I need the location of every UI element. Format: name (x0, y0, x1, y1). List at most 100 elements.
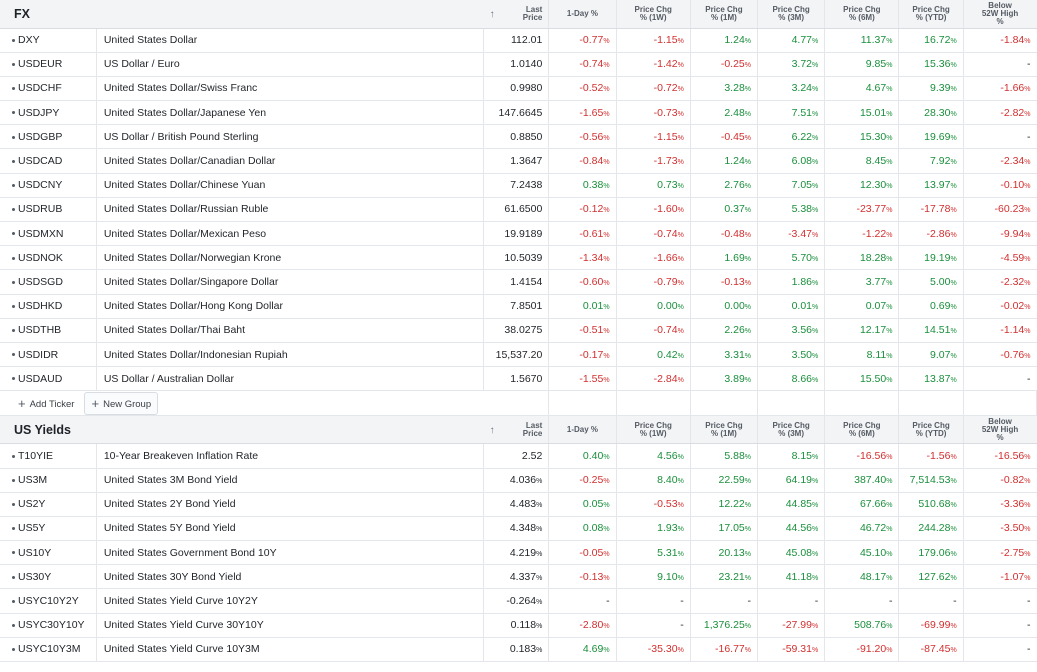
ticker-symbol[interactable]: USDHKD (18, 300, 63, 313)
ticker-cell[interactable]: US3M (0, 468, 97, 493)
ticker-cell[interactable]: USDCNY (0, 173, 97, 198)
table-row[interactable]: USDCNY United States Dollar/Chinese Yuan 7… (0, 173, 1037, 198)
table-row[interactable]: USYC30Y10Y United States Yield Curve 30Y1… (0, 613, 1037, 638)
ticker-symbol[interactable]: US2Y (18, 498, 46, 511)
table-row[interactable]: USYC10Y3M United States Yield Curve 10Y3M… (0, 637, 1037, 663)
header-line: % (3M) (778, 12, 805, 22)
sort-arrow-icon[interactable]: ↑ (489, 8, 495, 20)
column-header-below-52w-high[interactable]: Below 52W High% (963, 415, 1037, 445)
ticker-symbol[interactable]: USDRUB (18, 203, 63, 216)
header-line: 52W High (981, 424, 1019, 434)
table-row[interactable]: US3M United States 3M Bond Yield 4.036% -0.… (0, 468, 1037, 493)
ticker-symbol[interactable]: USDGBP (18, 130, 63, 143)
percent-unit: % (812, 453, 819, 461)
ticker-cell[interactable]: USDHKD (0, 294, 97, 319)
column-header-chg-ytd[interactable]: Price Chg% (YTD) (898, 415, 964, 445)
table-row[interactable]: US2Y United States 2Y Bond Yield 4.483% 0.0… (0, 492, 1037, 517)
column-header-last-price[interactable]: Last Price (523, 421, 543, 438)
ticker-cell[interactable]: USDRUB (0, 197, 97, 223)
column-header-chg-3m[interactable]: Price Chg% (3M) (757, 415, 826, 445)
ticker-cell[interactable]: USDMXN (0, 221, 97, 247)
ticker-symbol[interactable]: US5Y (18, 522, 46, 535)
new-group-button[interactable]: + New Group (84, 391, 159, 415)
ticker-symbol[interactable]: USDCAD (18, 155, 63, 168)
table-row[interactable]: USDEUR US Dollar / Euro 1.0140 -0.74% -1.42%… (0, 52, 1037, 77)
ticker-symbol[interactable]: US30Y (18, 570, 52, 583)
column-header-1-day[interactable]: 1-Day % (548, 0, 617, 29)
us-yields-section: US Yields ↑ Last Price 1-Day % Price Chg% (1W… (0, 415, 1037, 663)
ticker-cell[interactable]: USDEUR (0, 52, 97, 77)
table-row[interactable]: US10Y United States Government Bond 10Y 4.… (0, 540, 1037, 566)
ticker-cell[interactable]: DXY (0, 28, 97, 53)
ticker-symbol[interactable]: USDTHB (18, 324, 62, 337)
ticker-cell[interactable]: US10Y (0, 540, 97, 566)
ticker-symbol[interactable]: USYC10Y3M (18, 643, 81, 656)
column-header-chg-ytd[interactable]: Price Chg% (YTD) (898, 0, 964, 29)
ticker-symbol[interactable]: US3M (18, 474, 48, 487)
ticker-cell[interactable]: USYC30Y10Y (0, 613, 97, 638)
column-header-last-price[interactable]: Last Price (523, 5, 543, 22)
ticker-cell[interactable]: US5Y (0, 516, 97, 542)
ticker-cell[interactable]: USDIDR (0, 342, 97, 368)
table-row[interactable]: USDTHB United States Dollar/Thai Baht 38.0… (0, 318, 1037, 343)
chg-ytd: -1.56% (898, 443, 964, 469)
ticker-cell[interactable]: USYC10Y3M (0, 637, 97, 663)
table-row[interactable]: USYC10Y2Y United States Yield Curve 10Y2Y… (0, 588, 1037, 614)
column-header-chg-3m[interactable]: Price Chg% (3M) (757, 0, 826, 29)
table-row[interactable]: USDSGD United States Dollar/Singapore Dol… (0, 269, 1037, 295)
column-header-below-52w-high[interactable]: Below 52W High% (963, 0, 1037, 29)
ticker-cell[interactable]: USDCAD (0, 148, 97, 174)
table-row[interactable]: USDRUB United States Dollar/Russian Ruble… (0, 197, 1037, 223)
table-row[interactable]: USDHKD United States Dollar/Hong Kong Dol… (0, 294, 1037, 319)
column-header-chg-1w[interactable]: Price Chg% (1W) (616, 415, 691, 445)
column-header-chg-1m[interactable]: Price Chg% (1M) (690, 0, 759, 29)
sort-arrow-icon[interactable]: ↑ (489, 424, 495, 436)
table-row[interactable]: T10YIE 10-Year Breakeven Inflation Rate 2.… (0, 443, 1037, 469)
ticker-cell[interactable]: USDCHF (0, 76, 97, 102)
ticker-symbol[interactable]: USYC30Y10Y (18, 619, 85, 632)
ticker-cell[interactable]: USDTHB (0, 318, 97, 343)
ticker-symbol[interactable]: USDJPY (18, 106, 60, 119)
ticker-symbol[interactable]: USDSGD (18, 275, 63, 288)
table-row[interactable]: US30Y United States 30Y Bond Yield 4.337% -… (0, 564, 1037, 590)
ticker-cell[interactable]: USDGBP (0, 124, 97, 150)
ticker-cell[interactable]: USDAUD (0, 366, 97, 392)
table-row[interactable]: USDNOK United States Dollar/Norwegian Kro… (0, 245, 1037, 271)
ticker-symbol[interactable]: USDCHF (18, 82, 62, 95)
ticker-symbol[interactable]: USDCNY (18, 179, 63, 192)
column-header-last-price-cell[interactable]: ↑ Last Price (483, 0, 550, 29)
ticker-cell[interactable]: USDJPY (0, 100, 97, 126)
table-row[interactable]: USDAUD US Dollar / Australian Dollar 1.567… (0, 366, 1037, 392)
table-row[interactable]: USDIDR United States Dollar/Indonesian Ru… (0, 342, 1037, 368)
column-header-chg-6m[interactable]: Price Chg% (6M) (824, 0, 900, 29)
ticker-symbol[interactable]: DXY (18, 34, 40, 47)
add-ticker-button[interactable]: + Add Ticker (12, 393, 80, 414)
ticker-symbol[interactable]: USDIDR (18, 348, 59, 361)
ticker-cell[interactable]: USDNOK (0, 245, 97, 271)
column-header-chg-1w[interactable]: Price Chg% (1W) (616, 0, 691, 29)
table-row[interactable]: USDJPY United States Dollar/Japanese Yen 1… (0, 100, 1037, 126)
table-row[interactable]: DXY United States Dollar 112.01 -0.77% -1.15… (0, 28, 1037, 53)
ticker-cell[interactable]: USYC10Y2Y (0, 588, 97, 614)
ticker-symbol[interactable]: USYC10Y2Y (18, 595, 79, 608)
table-row[interactable]: US5Y United States 5Y Bond Yield 4.348% 0.0… (0, 516, 1037, 542)
ticker-cell[interactable]: T10YIE (0, 443, 97, 469)
table-row[interactable]: USDMXN United States Dollar/Mexican Peso 1… (0, 221, 1037, 247)
ticker-symbol[interactable]: USDEUR (18, 58, 63, 71)
ticker-cell[interactable]: US30Y (0, 564, 97, 590)
ticker-symbol[interactable]: T10YIE (18, 449, 54, 462)
column-header-chg-1m[interactable]: Price Chg% (1M) (690, 415, 759, 445)
column-header-chg-6m[interactable]: Price Chg% (6M) (824, 415, 900, 445)
below-52w-high: -2.34% (963, 148, 1037, 174)
ticker-symbol[interactable]: USDMXN (18, 227, 64, 240)
table-row[interactable]: USDCHF United States Dollar/Swiss Franc 0.… (0, 76, 1037, 102)
column-header-last-price-cell[interactable]: ↑ Last Price (483, 415, 550, 445)
ticker-symbol[interactable]: US10Y (18, 546, 52, 559)
ticker-symbol[interactable]: USDNOK (18, 251, 63, 264)
table-row[interactable]: USDCAD United States Dollar/Canadian Doll… (0, 148, 1037, 174)
ticker-cell[interactable]: USDSGD (0, 269, 97, 295)
ticker-cell[interactable]: US2Y (0, 492, 97, 517)
ticker-symbol[interactable]: USDAUD (18, 372, 63, 385)
column-header-1-day[interactable]: 1-Day % (548, 415, 617, 445)
table-row[interactable]: USDGBP US Dollar / British Pound Sterling… (0, 124, 1037, 150)
